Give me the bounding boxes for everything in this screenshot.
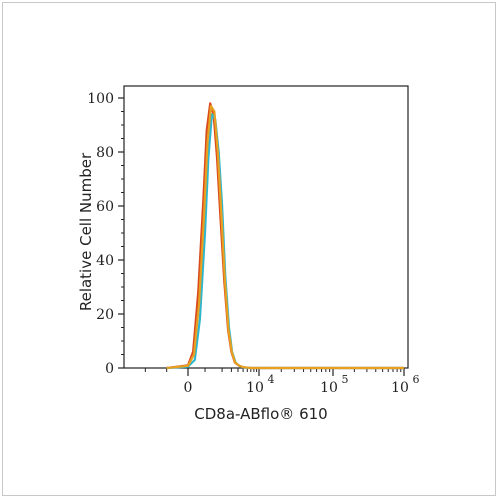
x-tick-label: 10 <box>246 380 264 396</box>
y-tick-label: 100 <box>87 91 114 107</box>
x-axis-label: CD8a-ABflo® 610 <box>194 405 327 423</box>
histogram-series-3 <box>166 104 404 370</box>
series-layer <box>166 102 404 370</box>
plot-area-border <box>123 85 409 369</box>
y-axis-label: Relative Cell Number <box>77 152 95 311</box>
x-tick-label: 10 <box>320 380 338 396</box>
y-tick-label: 60 <box>96 199 114 215</box>
x-tick-label: 10 <box>391 380 409 396</box>
x-tick-exponent: 6 <box>413 373 420 386</box>
x-tick-label: 0 <box>184 380 193 396</box>
y-tick-label: 80 <box>96 145 114 161</box>
y-tick-label: 20 <box>96 307 114 323</box>
y-tick-label: 40 <box>96 253 114 269</box>
chart-frame <box>2 2 496 496</box>
y-tick-label: 0 <box>105 361 114 377</box>
x-tick-exponent: 5 <box>342 373 349 386</box>
x-tick-exponent: 4 <box>268 373 275 386</box>
axes-group: 0 20 40 60 80 100 0 10 4 10 5 10 6 <box>87 85 420 396</box>
